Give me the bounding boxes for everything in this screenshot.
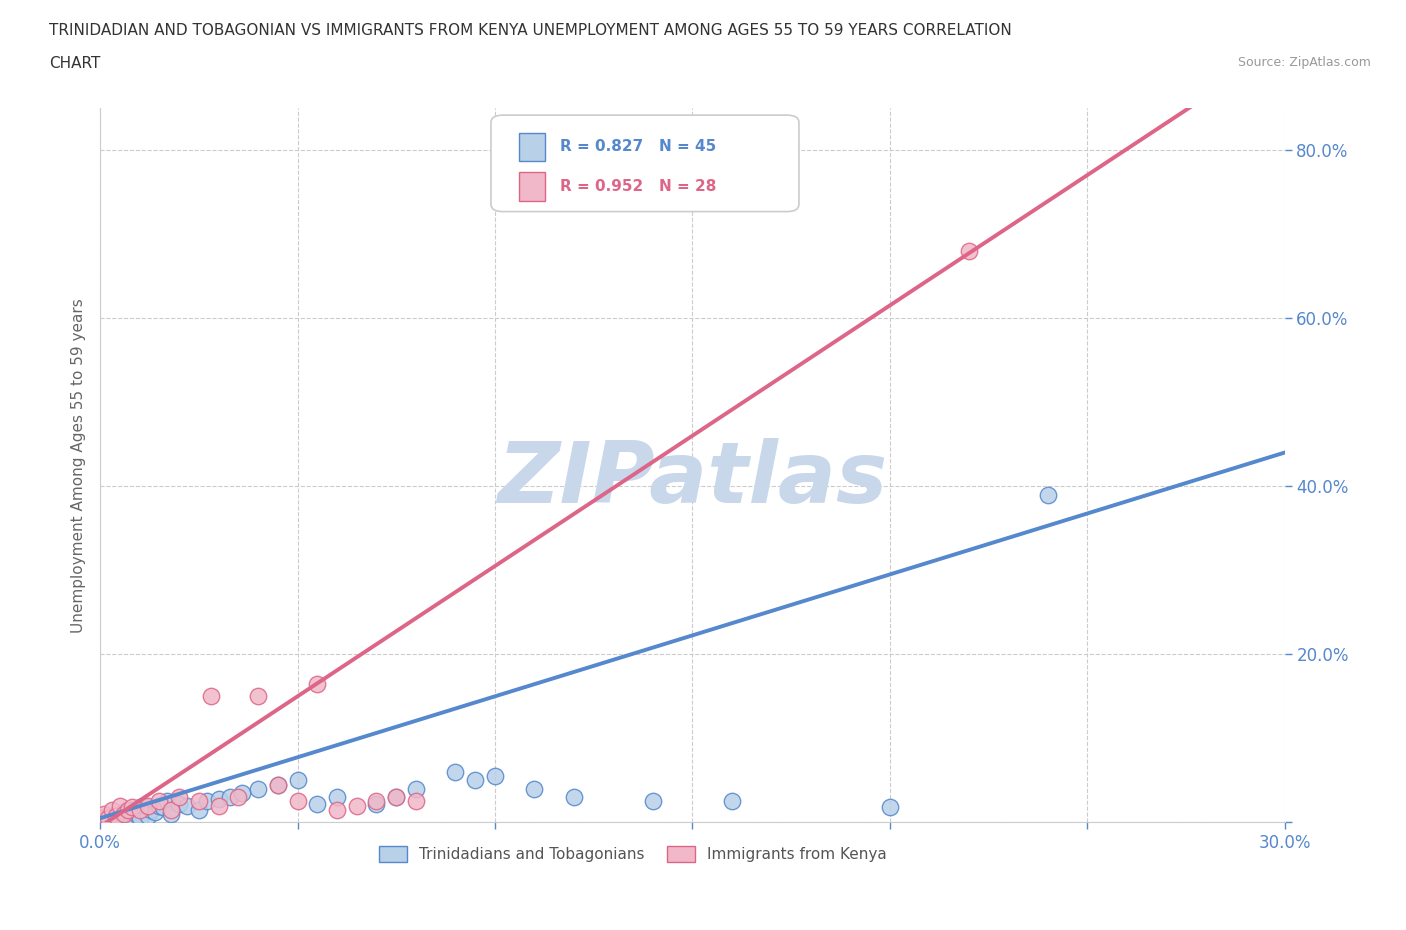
FancyBboxPatch shape bbox=[519, 133, 546, 161]
Point bbox=[121, 803, 143, 817]
FancyBboxPatch shape bbox=[491, 115, 799, 212]
Point bbox=[307, 796, 329, 811]
Point bbox=[167, 790, 190, 804]
Point bbox=[132, 798, 155, 813]
Point bbox=[267, 777, 290, 792]
Point bbox=[1036, 487, 1059, 502]
Point bbox=[207, 798, 229, 813]
Point bbox=[385, 790, 408, 804]
Point bbox=[187, 803, 209, 817]
Legend: Trinidadians and Tobagonians, Immigrants from Kenya: Trinidadians and Tobagonians, Immigrants… bbox=[373, 840, 893, 869]
Text: R = 0.952   N = 28: R = 0.952 N = 28 bbox=[560, 179, 716, 193]
Point bbox=[326, 790, 349, 804]
Point bbox=[405, 781, 427, 796]
Point bbox=[207, 791, 229, 806]
Point bbox=[267, 777, 290, 792]
Point bbox=[187, 794, 209, 809]
Point bbox=[366, 794, 388, 809]
Point bbox=[136, 808, 159, 823]
Text: TRINIDADIAN AND TOBAGONIAN VS IMMIGRANTS FROM KENYA UNEMPLOYMENT AMONG AGES 55 T: TRINIDADIAN AND TOBAGONIAN VS IMMIGRANTS… bbox=[49, 23, 1012, 38]
Point bbox=[145, 804, 167, 819]
Point bbox=[405, 794, 427, 809]
FancyBboxPatch shape bbox=[519, 172, 546, 201]
Point bbox=[117, 808, 139, 823]
Point bbox=[287, 794, 309, 809]
Text: R = 0.827   N = 45: R = 0.827 N = 45 bbox=[560, 140, 716, 154]
Point bbox=[957, 244, 980, 259]
Point bbox=[385, 790, 408, 804]
Text: ZIPatlas: ZIPatlas bbox=[498, 438, 887, 521]
Point bbox=[89, 811, 111, 826]
Y-axis label: Unemployment Among Ages 55 to 59 years: Unemployment Among Ages 55 to 59 years bbox=[72, 298, 86, 632]
Point bbox=[167, 796, 190, 811]
Point bbox=[101, 808, 124, 823]
Point bbox=[112, 804, 135, 819]
Point bbox=[148, 798, 170, 813]
Point bbox=[108, 811, 131, 826]
Point bbox=[128, 800, 150, 815]
Point bbox=[148, 794, 170, 809]
Point bbox=[124, 806, 146, 821]
Point bbox=[366, 796, 388, 811]
Point bbox=[156, 794, 179, 809]
Point bbox=[523, 781, 546, 796]
Point bbox=[226, 790, 249, 804]
Point bbox=[97, 814, 120, 829]
Point bbox=[307, 676, 329, 691]
Point bbox=[326, 803, 349, 817]
Point bbox=[97, 811, 120, 826]
Point bbox=[128, 803, 150, 817]
Point bbox=[160, 803, 183, 817]
Point bbox=[108, 806, 131, 821]
Point bbox=[195, 794, 218, 809]
Point bbox=[200, 689, 222, 704]
Point bbox=[112, 806, 135, 821]
Point bbox=[89, 815, 111, 830]
Point bbox=[247, 689, 270, 704]
Point bbox=[484, 769, 506, 784]
Point bbox=[136, 798, 159, 813]
Text: Source: ZipAtlas.com: Source: ZipAtlas.com bbox=[1237, 56, 1371, 69]
Point bbox=[346, 798, 368, 813]
Point bbox=[160, 806, 183, 821]
Text: CHART: CHART bbox=[49, 56, 101, 71]
Point bbox=[121, 800, 143, 815]
Point bbox=[641, 794, 664, 809]
Point bbox=[104, 813, 127, 828]
Point bbox=[93, 806, 115, 821]
Point bbox=[231, 786, 253, 801]
Point bbox=[176, 798, 198, 813]
Point bbox=[879, 800, 901, 815]
Point bbox=[287, 773, 309, 788]
Point bbox=[128, 811, 150, 826]
Point bbox=[444, 764, 467, 779]
Point bbox=[152, 800, 174, 815]
Point bbox=[464, 773, 486, 788]
Point bbox=[219, 790, 242, 804]
Point bbox=[93, 811, 115, 826]
Point bbox=[101, 803, 124, 817]
Point bbox=[104, 808, 127, 823]
Point bbox=[141, 803, 163, 817]
Point bbox=[720, 794, 742, 809]
Point bbox=[247, 781, 270, 796]
Point bbox=[108, 798, 131, 813]
Point bbox=[117, 803, 139, 817]
Point bbox=[562, 790, 585, 804]
